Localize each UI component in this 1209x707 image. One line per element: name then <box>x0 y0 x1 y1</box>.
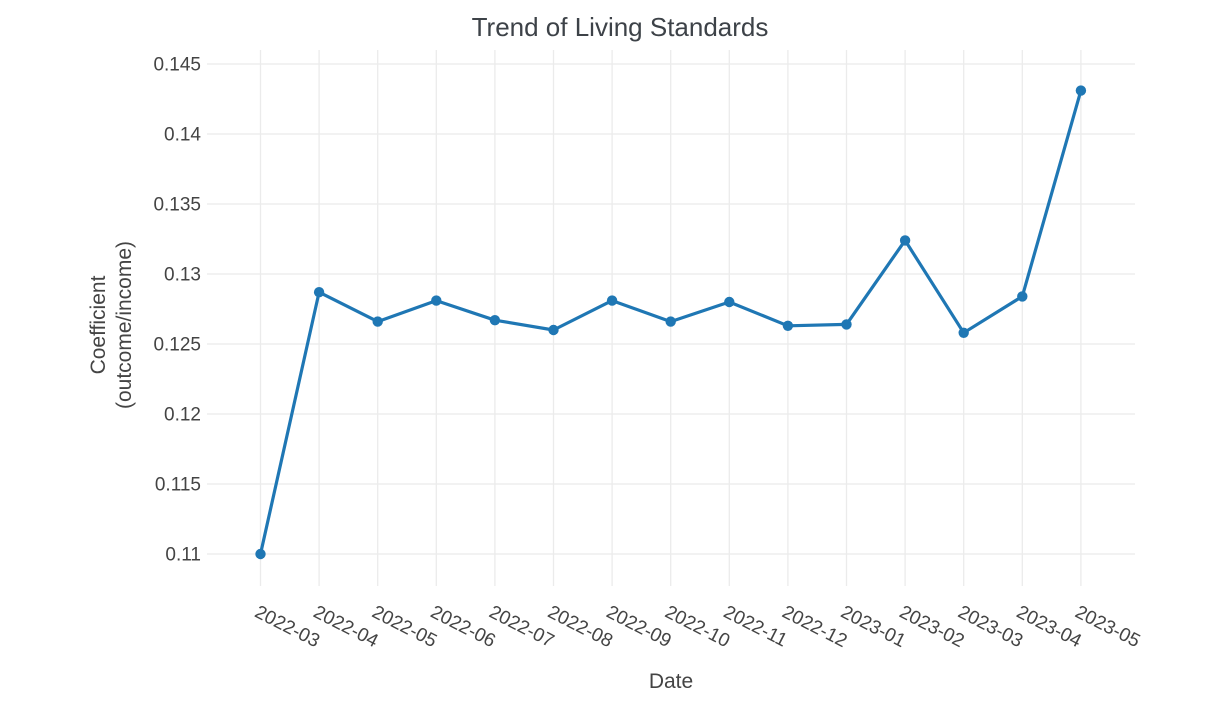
x-tick-label: 2022-07 <box>486 602 558 652</box>
data-point-marker[interactable] <box>606 295 618 306</box>
y-tick-label: 0.12 <box>164 405 201 426</box>
x-tick-label: 2022-08 <box>544 602 616 652</box>
y-tick-label: 0.125 <box>153 335 201 356</box>
x-tick-label: 2023-02 <box>896 602 968 652</box>
data-point-marker[interactable] <box>782 320 794 331</box>
y-axis-title: Coefficient (outcome/income) <box>86 241 138 409</box>
x-tick-label: 2022-06 <box>427 602 499 652</box>
x-tick-label: 2022-04 <box>310 602 382 653</box>
x-tick-label: 2023-01 <box>837 602 909 652</box>
x-axis-title: Date <box>648 670 694 693</box>
x-tick-label: 2022-11 <box>720 602 790 652</box>
y-tick-label: 0.14 <box>164 125 201 146</box>
data-point-marker[interactable] <box>1017 291 1028 302</box>
data-point-marker[interactable] <box>841 319 852 330</box>
y-tick-label: 0.145 <box>153 55 201 76</box>
chart-title: Trend of Living Standards <box>471 12 769 42</box>
x-tick-label: 2023-03 <box>954 602 1026 652</box>
data-point-marker[interactable] <box>1075 85 1087 96</box>
y-tick-label: 0.135 <box>153 195 201 216</box>
data-point-marker[interactable] <box>313 287 325 298</box>
x-tick-label: 2022-05 <box>368 602 440 652</box>
y-tick-label: 0.13 <box>164 265 201 286</box>
data-point-marker[interactable] <box>255 548 266 560</box>
x-tick-label: 2022-03 <box>251 602 323 652</box>
data-point-marker[interactable] <box>724 296 735 308</box>
x-tick-label: 2023-04 <box>1013 602 1085 653</box>
x-tick-label: 2022-10 <box>661 602 733 652</box>
data-point-marker[interactable] <box>548 324 559 336</box>
y-axis-title-line1: Coefficient <box>87 275 110 375</box>
data-point-marker[interactable] <box>372 316 383 327</box>
y-tick-label: 0.115 <box>155 475 201 496</box>
x-tick-label: 2023-05 <box>1072 602 1144 652</box>
y-tick-label: 0.11 <box>165 545 201 566</box>
data-point-marker[interactable] <box>665 316 676 327</box>
data-point-marker[interactable] <box>489 315 501 326</box>
data-point-marker[interactable] <box>899 235 911 246</box>
x-tick-label: 2022-09 <box>603 602 675 652</box>
data-point-marker[interactable] <box>431 295 442 306</box>
y-axis-title-line2: (outcome/income) <box>113 240 136 410</box>
data-point-marker[interactable] <box>958 327 969 338</box>
x-tick-label: 2022-12 <box>779 602 851 652</box>
